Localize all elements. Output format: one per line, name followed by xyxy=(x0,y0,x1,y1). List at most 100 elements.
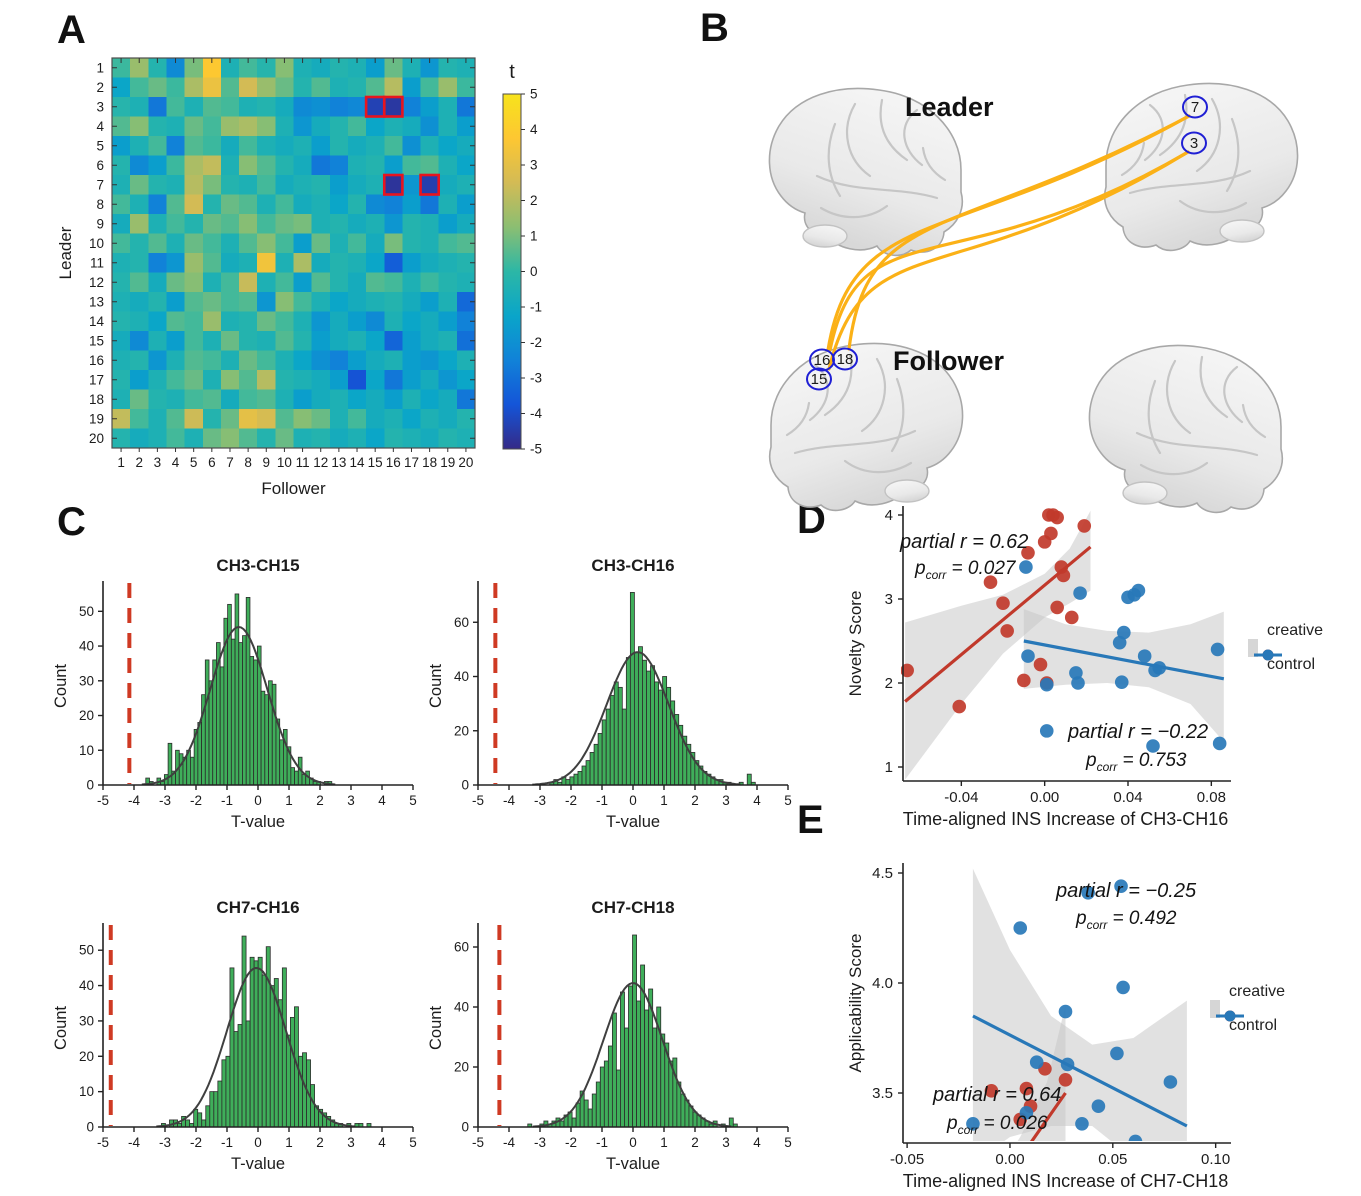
histogram-bar xyxy=(589,752,595,786)
heatmap-cell xyxy=(257,272,276,293)
heatmap-cell xyxy=(438,77,458,98)
heatmap-col-label: 9 xyxy=(263,455,271,470)
fit-curve xyxy=(532,651,741,786)
x-tick-label: 2 xyxy=(316,793,324,808)
hist-ylabel: Count xyxy=(427,664,445,708)
histogram-bar xyxy=(636,1000,641,1128)
heatmap-cell xyxy=(112,253,131,273)
legend-e: creative control xyxy=(1210,983,1285,1035)
heatmap-cell xyxy=(184,77,204,98)
legend-label-creative: creative xyxy=(1229,983,1286,1000)
data-point-creative xyxy=(1021,546,1035,560)
heatmap-cell xyxy=(402,272,422,293)
histogram-bar xyxy=(241,935,247,1128)
heatmap-cell xyxy=(347,175,367,195)
heatmap-cell xyxy=(166,292,186,312)
x-tick-label: -1 xyxy=(221,793,233,808)
histogram-bar xyxy=(261,974,267,1128)
histogram-bar xyxy=(245,1020,251,1128)
histogram-bar xyxy=(197,722,202,786)
histogram-bar xyxy=(559,1120,565,1128)
heatmap-cell xyxy=(402,77,422,98)
histogram-bar xyxy=(680,1093,686,1128)
heatmap-cell xyxy=(293,155,313,176)
heatmap-cell xyxy=(257,175,276,195)
heatmap-cell xyxy=(366,370,385,390)
heatmap-cell xyxy=(220,214,240,234)
heatmap-cell xyxy=(384,58,403,78)
heatmap-col-label: 13 xyxy=(331,455,346,470)
heatmap-cell xyxy=(347,272,367,293)
scatter-plot-area xyxy=(901,508,1227,779)
heatmap-row-label: 13 xyxy=(89,294,104,309)
heatmap-cell xyxy=(347,370,367,390)
heatmap-cell xyxy=(438,272,458,293)
histogram-bar xyxy=(585,760,591,786)
hist-xlabel: T-value xyxy=(606,813,660,831)
y-tick-label: 0 xyxy=(86,1120,94,1135)
heatmap-cell xyxy=(438,175,458,195)
heatmap-cell xyxy=(130,233,149,254)
heatmap-cell xyxy=(293,214,313,234)
heatmap-cell xyxy=(239,194,258,215)
heatmap-cell xyxy=(148,58,167,78)
heatmap-cell xyxy=(311,370,331,390)
data-point-control xyxy=(1116,980,1130,995)
histogram-bar xyxy=(642,659,647,786)
heatmap-cell xyxy=(384,331,403,351)
data-point-creative xyxy=(1033,657,1048,672)
heatmap-col-label: 8 xyxy=(244,455,252,470)
brain-sulcus xyxy=(1128,169,1252,195)
data-point-control xyxy=(1110,1046,1124,1061)
heatmap-cell xyxy=(184,136,204,156)
cerebellum xyxy=(1219,219,1265,243)
heatmap-cell xyxy=(347,292,367,312)
heatmap-cell xyxy=(275,350,294,371)
heatmap-cell xyxy=(184,253,204,273)
heatmap-cell xyxy=(257,428,276,449)
heatmap-cell xyxy=(184,350,204,371)
heatmap-cell xyxy=(166,272,186,293)
heatmap-highlight-box xyxy=(419,173,440,196)
histogram-bar xyxy=(628,985,633,1128)
regression-line-control xyxy=(1023,639,1225,681)
histogram-bar xyxy=(204,659,210,786)
confidence-band-control xyxy=(972,868,1187,1141)
regression-line-creative xyxy=(1029,1092,1067,1141)
heatmap-cell xyxy=(347,311,367,332)
brain-sulcus xyxy=(815,174,939,200)
heatmap-cell xyxy=(275,97,294,117)
heatmap-cell xyxy=(184,409,204,429)
heatmap-cell xyxy=(366,97,385,117)
heatmap-cell xyxy=(420,233,440,254)
data-point-control xyxy=(1021,649,1035,663)
data-point-control xyxy=(1029,1055,1044,1069)
heatmap-cell xyxy=(148,253,167,273)
heatmap-cell xyxy=(275,155,294,176)
heatmap-cell xyxy=(438,155,458,176)
data-point-control xyxy=(1071,676,1085,690)
histogram-bar xyxy=(178,753,184,786)
heatmap-cell xyxy=(220,194,240,215)
legend-keys xyxy=(1210,1000,1244,1022)
heatmap-cell xyxy=(384,233,403,254)
heatmap-cell xyxy=(257,389,276,410)
heatmap-cell xyxy=(402,155,422,176)
heatmap-cell xyxy=(329,155,349,176)
heatmap-cell xyxy=(166,116,186,137)
heatmap-cell xyxy=(166,77,186,98)
heatmap-cell xyxy=(347,136,367,156)
data-point-control xyxy=(1091,1099,1106,1113)
x-tick-label: -2 xyxy=(565,793,577,808)
heatmap-cell xyxy=(329,409,349,429)
heatmap-cell xyxy=(275,58,294,78)
histogram-bar xyxy=(569,776,575,786)
heatmap-cell xyxy=(347,97,367,117)
histogram-bar xyxy=(654,681,659,786)
heatmap-cell xyxy=(329,389,349,410)
heatmap-cell xyxy=(220,253,240,273)
heatmap-cell xyxy=(148,292,167,312)
heatmap-cell xyxy=(329,272,349,293)
histogram-bar xyxy=(632,934,637,1128)
